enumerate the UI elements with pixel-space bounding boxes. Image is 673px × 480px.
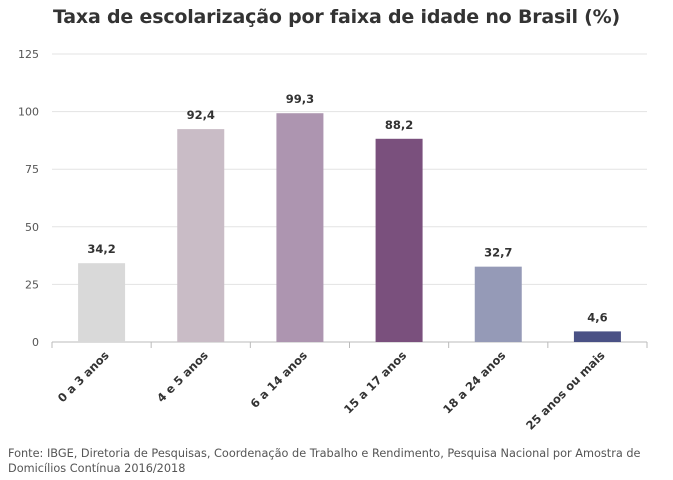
bars <box>78 113 621 342</box>
category-label: 4 e 5 anos <box>154 348 211 405</box>
bar-value-label: 92,4 <box>187 108 215 122</box>
category-labels: 0 a 3 anos 4 e 5 anos 6 a 14 anos 15 a 17 a… <box>55 348 608 432</box>
bar-chart: 0 25 50 75 100 125 34,2 92,4 99,3 88,2 32,7 4,6 0 … <box>18 48 648 433</box>
y-tick-label: 0 <box>32 336 39 349</box>
bar-value-label: 99,3 <box>286 92 314 106</box>
category-label: 18 a 24 anos <box>440 348 508 416</box>
y-tick-label: 125 <box>18 48 39 61</box>
category-label: 25 anos ou mais <box>523 348 607 432</box>
bar-value-label: 32,7 <box>484 246 512 260</box>
gridlines <box>52 53 647 285</box>
bar <box>276 113 324 342</box>
category-label: 6 a 14 anos <box>247 348 310 411</box>
x-axis <box>51 341 648 348</box>
y-tick-label: 25 <box>25 278 39 291</box>
y-tick-label: 75 <box>25 163 39 176</box>
bar <box>177 129 225 342</box>
category-label: 0 a 3 anos <box>55 348 112 405</box>
bar <box>375 138 423 342</box>
y-tick-label: 50 <box>25 221 39 234</box>
chart-title: Taxa de escolarização por faixa de idade… <box>53 6 620 28</box>
bar <box>573 331 621 342</box>
bar-value-label: 88,2 <box>385 118 413 132</box>
y-axis-ticks: 0 25 50 75 100 125 <box>18 48 39 349</box>
y-tick-label: 100 <box>18 106 39 119</box>
bar-value-label: 4,6 <box>587 310 607 324</box>
source-note: Fonte: IBGE, Diretoria de Pesquisas, Coo… <box>8 447 641 475</box>
bar <box>78 263 126 342</box>
category-label: 15 a 17 anos <box>341 348 409 416</box>
bar-value-label: 34,2 <box>87 242 115 256</box>
bar <box>474 266 522 342</box>
value-labels: 34,2 92,4 99,3 88,2 32,7 4,6 <box>87 92 607 324</box>
